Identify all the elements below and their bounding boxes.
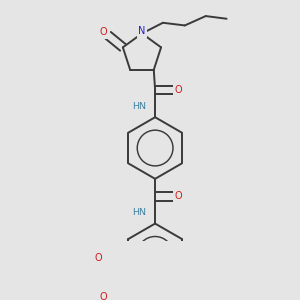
Text: HN: HN (133, 208, 146, 217)
Text: O: O (94, 253, 102, 263)
Text: O: O (175, 85, 182, 95)
Text: O: O (175, 191, 182, 201)
Text: N: N (138, 26, 146, 36)
Text: O: O (100, 27, 107, 37)
Text: O: O (99, 292, 107, 300)
Text: HN: HN (133, 102, 146, 111)
